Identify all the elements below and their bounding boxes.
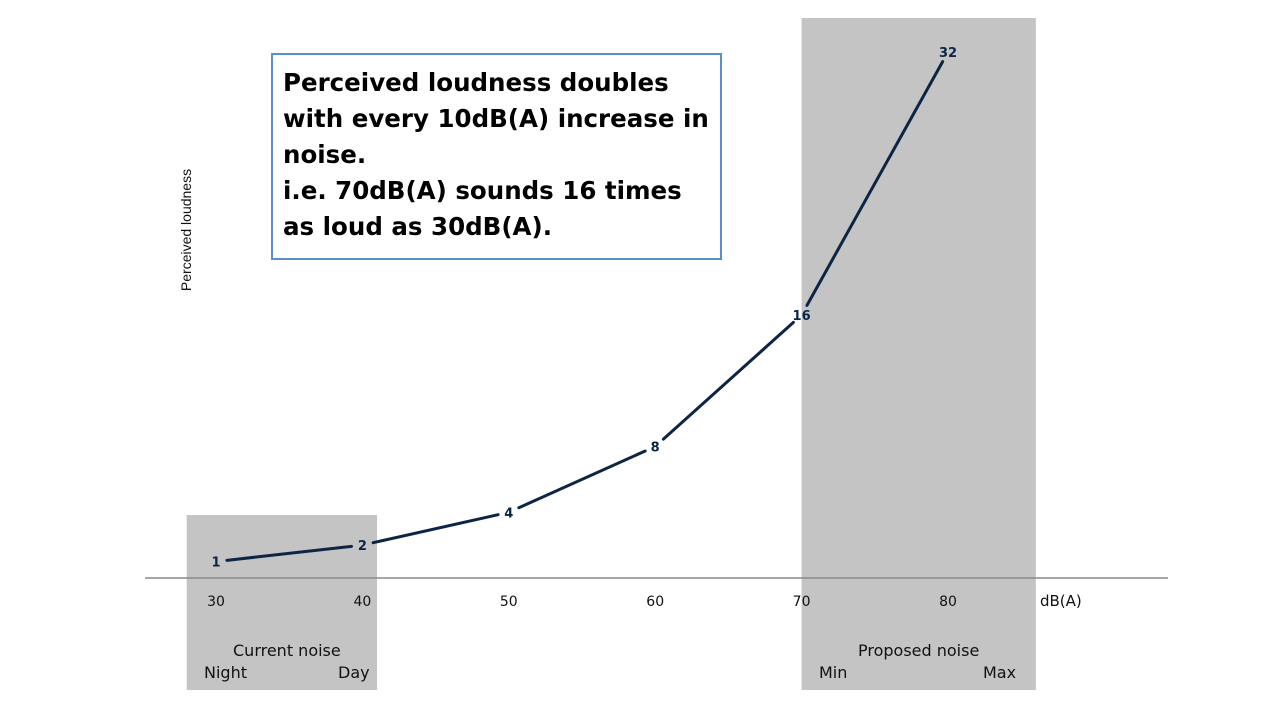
callout-line-2: i.e. 70dB(A) sounds 16 times as loud as … bbox=[283, 176, 682, 241]
shaded-region-current-noise bbox=[186, 515, 378, 690]
data-label: 16 bbox=[793, 309, 811, 324]
data-label: 8 bbox=[651, 441, 660, 456]
x-tick-label: 60 bbox=[646, 594, 664, 610]
x-tick-label: 40 bbox=[353, 594, 371, 610]
line-segment bbox=[661, 320, 795, 441]
line-segment bbox=[517, 449, 647, 510]
shaded-region-proposed-noise bbox=[801, 18, 1036, 690]
line-segment bbox=[371, 513, 500, 545]
x-axis-label: dB(A) bbox=[1040, 592, 1082, 610]
x-tick-label: 80 bbox=[939, 594, 957, 610]
line-segment bbox=[225, 544, 353, 562]
data-label: 32 bbox=[939, 46, 957, 61]
current-noise-day-label: Day bbox=[338, 663, 370, 682]
y-axis-label-text: Perceived loudness bbox=[178, 168, 194, 292]
loudness-callout-box: Perceived loudness doubles with every 10… bbox=[271, 53, 722, 260]
line-segment bbox=[805, 60, 945, 307]
current-noise-label: Current noise bbox=[233, 641, 341, 660]
x-tick-label: 50 bbox=[500, 594, 518, 610]
data-label: 4 bbox=[504, 506, 513, 521]
x-tick-label: 30 bbox=[207, 594, 225, 610]
proposed-noise-label: Proposed noise bbox=[858, 641, 980, 660]
proposed-noise-min-label: Min bbox=[819, 663, 848, 682]
data-label: 1 bbox=[211, 556, 220, 571]
data-label: 2 bbox=[358, 539, 367, 554]
callout-line-1: Perceived loudness doubles with every 10… bbox=[283, 68, 709, 169]
current-noise-night-label: Night bbox=[204, 663, 247, 682]
proposed-noise-max-label: Max bbox=[983, 663, 1017, 682]
x-tick-label: 70 bbox=[793, 594, 811, 610]
